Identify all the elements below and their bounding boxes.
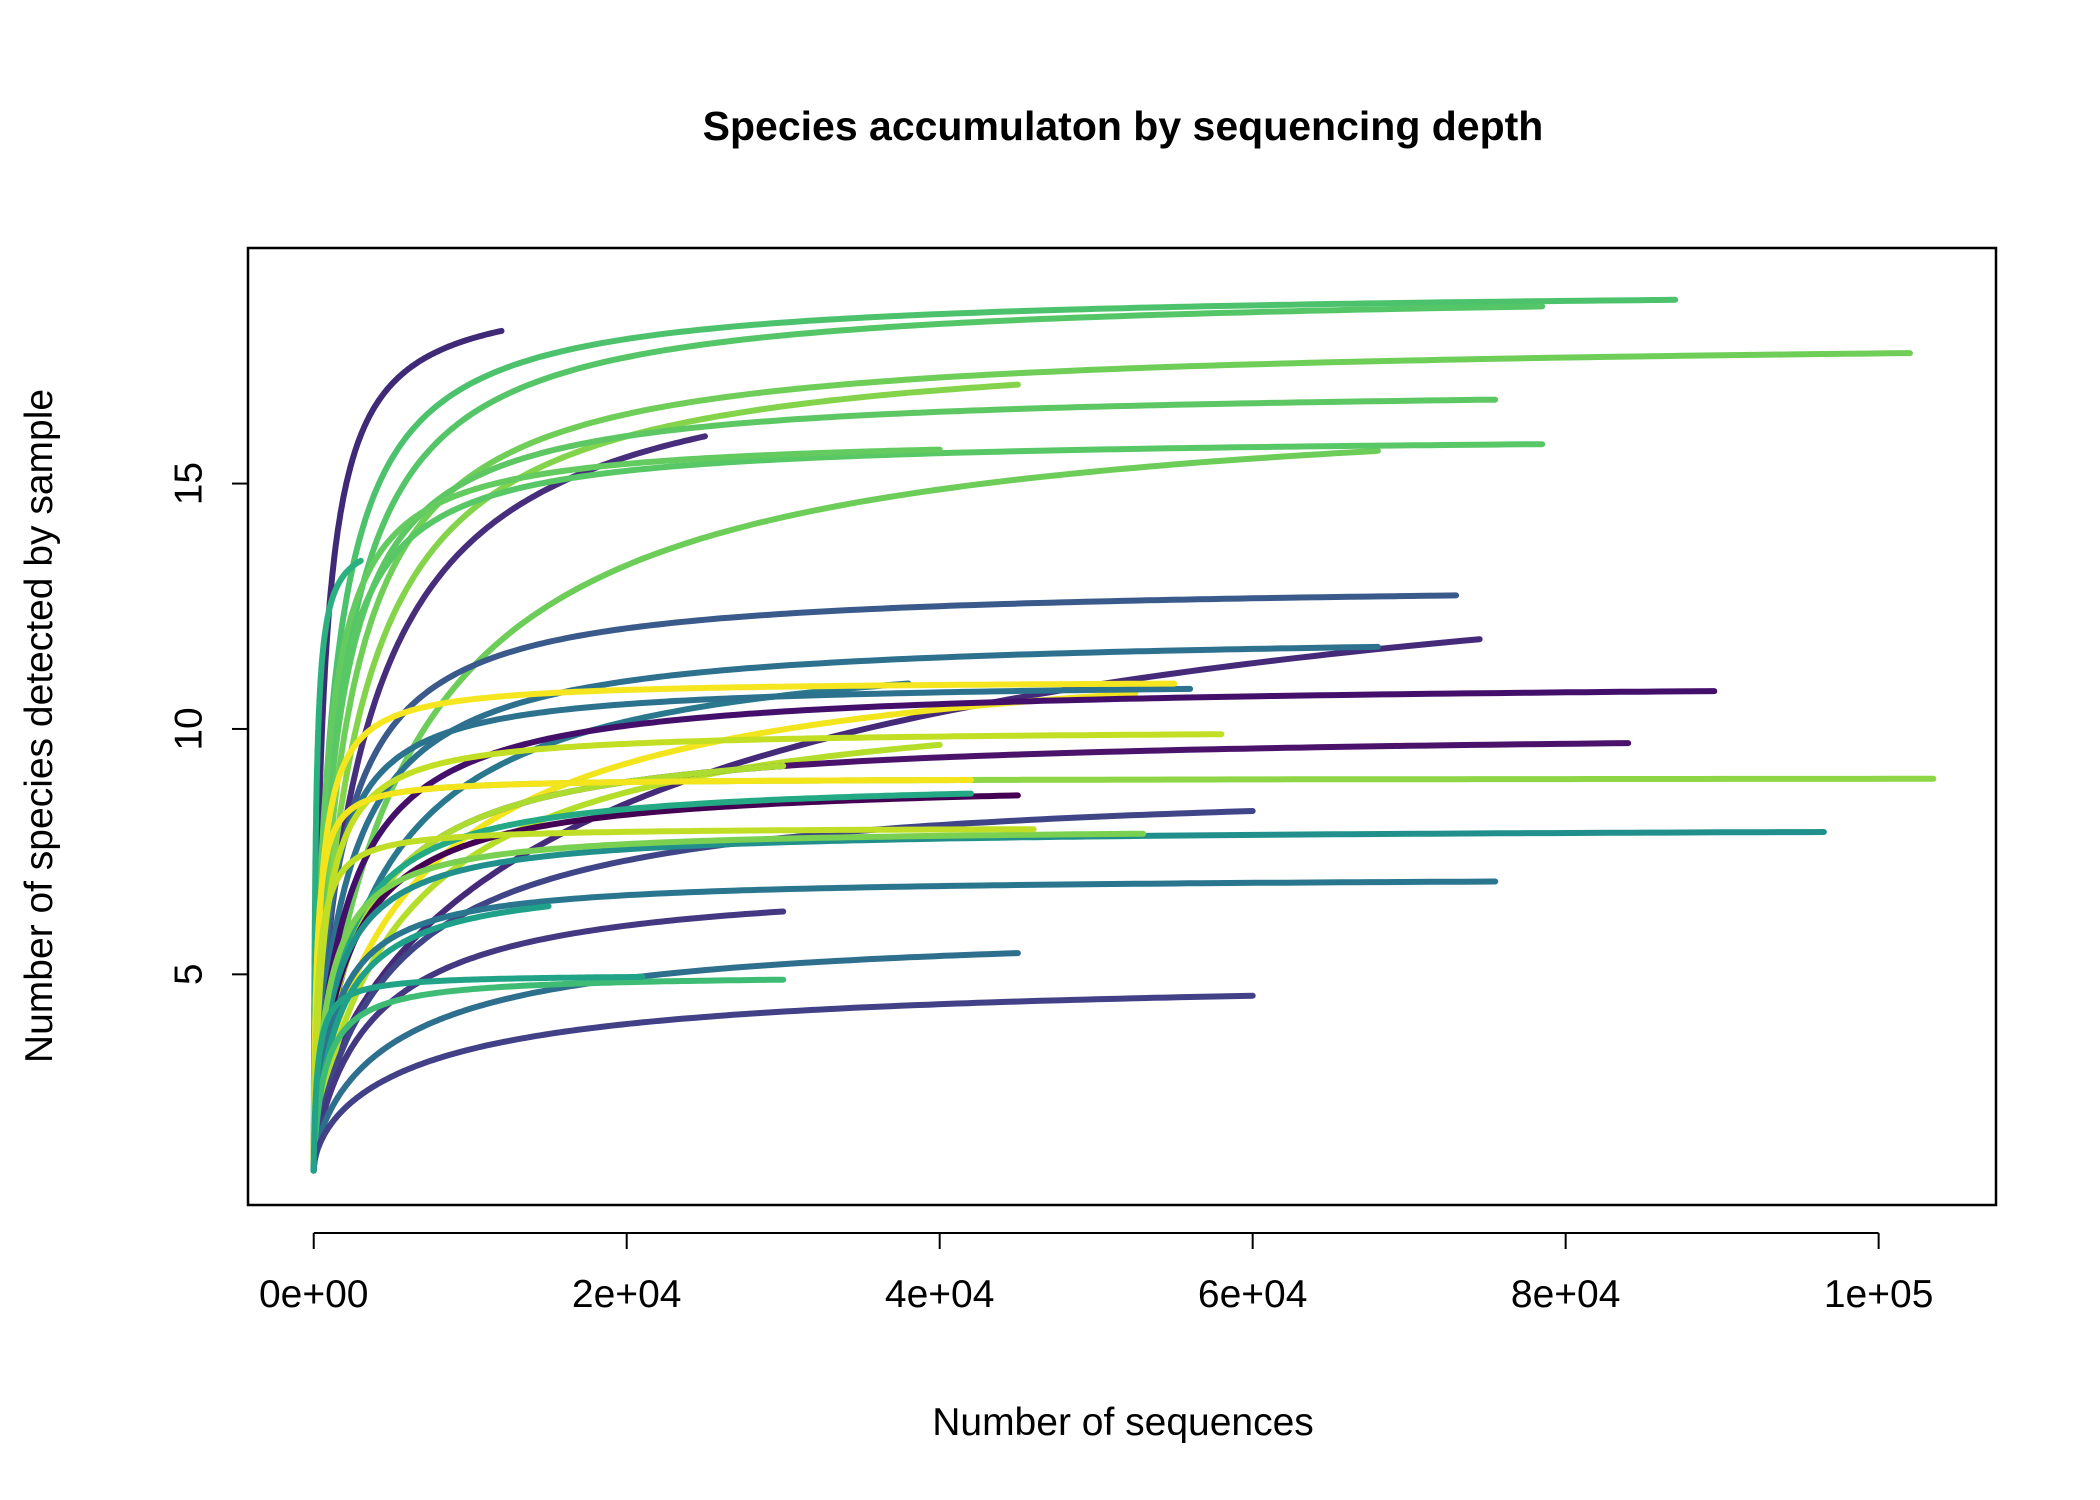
y-tick-label: 5 xyxy=(168,963,211,985)
accumulation-curve xyxy=(310,973,646,1174)
x-tick-label: 1e+05 xyxy=(1824,1273,1934,1316)
accumulation-curve xyxy=(310,826,1037,1174)
x-tick-label: 8e+04 xyxy=(1511,1273,1621,1316)
accumulation-curve xyxy=(310,441,1546,1174)
accumulation-curve xyxy=(310,908,787,1174)
accumulation-curve xyxy=(310,350,1913,1174)
x-tick-label: 2e+04 xyxy=(572,1273,682,1316)
curves-layer xyxy=(310,296,1937,1174)
y-tick-label: 10 xyxy=(168,707,211,750)
x-axis-label: Number of sequences xyxy=(932,1401,1314,1444)
accumulation-curve xyxy=(310,688,1718,1174)
y-axis-label: Number of species detected by sample xyxy=(18,389,61,1063)
x-tick-label: 4e+04 xyxy=(885,1273,995,1316)
y-axis: 5 10 15 xyxy=(168,462,249,985)
accumulation-curve xyxy=(310,878,1499,1174)
accumulation-curve xyxy=(310,992,1256,1174)
chart-title: Species accumulaton by sequencing depth xyxy=(703,103,1544,149)
x-tick-label: 6e+04 xyxy=(1198,1273,1308,1316)
x-axis: 0e+00 2e+04 4e+04 6e+04 8e+04 1e+05 xyxy=(259,1232,1934,1316)
y-tick-label: 15 xyxy=(168,462,211,505)
x-tick-label: 0e+00 xyxy=(259,1273,369,1316)
